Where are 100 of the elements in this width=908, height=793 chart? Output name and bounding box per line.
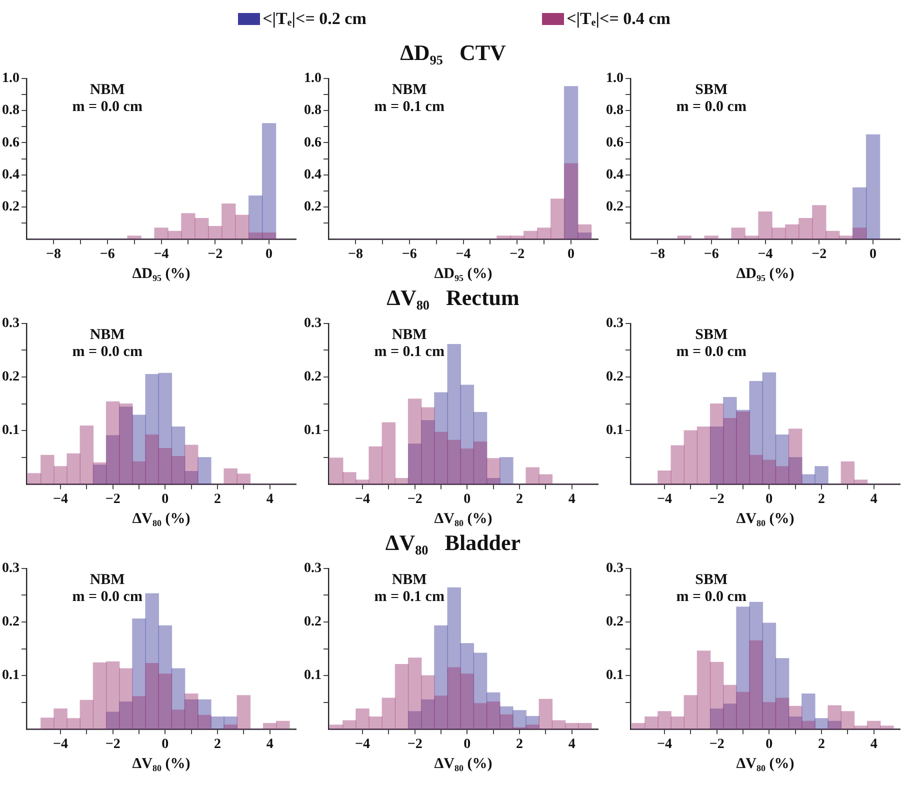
- y-tick-label: 0.6: [2, 135, 20, 150]
- x-tick-label: −4: [355, 492, 370, 508]
- y-tick-label: 0.2: [606, 614, 624, 630]
- x-tick-label: −2: [208, 247, 223, 262]
- x-axis-title: ΔV₈₀ (%): [434, 756, 492, 772]
- x-tick-label: 4: [266, 492, 274, 508]
- x-tick-label: 2: [818, 737, 826, 752]
- x-axis-title: ΔV₈₀ (%): [736, 756, 794, 772]
- annotation: NBM: [90, 572, 125, 588]
- x-tick-label: 4: [568, 492, 576, 508]
- y-tick-label: 0.2: [2, 370, 20, 385]
- annotation: NBM: [392, 326, 427, 343]
- annotation: m = 0.1 cm: [374, 588, 445, 605]
- x-tick-label: −4: [355, 737, 370, 752]
- x-tick-label: −4: [154, 247, 169, 262]
- x-tick-label: −6: [402, 247, 417, 262]
- y-tick-label: 0.1: [2, 423, 20, 438]
- x-tick-label: 2: [818, 492, 826, 508]
- x-axis-title: ΔV₈₀ (%): [434, 510, 492, 527]
- x-axis-title: ΔV₈₀ (%): [132, 510, 190, 527]
- x-tick-label: −8: [348, 247, 363, 262]
- y-tick-label: 0.1: [304, 668, 322, 684]
- annotation: NBM: [392, 82, 427, 98]
- x-tick-label: −2: [812, 247, 827, 262]
- x-tick-label: −8: [46, 247, 61, 262]
- x-tick-label: 0: [568, 247, 575, 262]
- x-tick-label: −8: [650, 247, 665, 262]
- x-tick-label: −2: [407, 492, 422, 508]
- x-tick-label: 0: [766, 492, 773, 508]
- x-axis-title: ΔD₉₅ (%): [434, 266, 492, 282]
- y-tick-label: 0.3: [304, 316, 322, 332]
- y-tick-label: 0.2: [2, 200, 20, 215]
- y-tick-label: 0.1: [304, 423, 322, 438]
- x-tick-label: 0: [870, 247, 877, 262]
- annotation: SBM: [695, 572, 728, 588]
- x-tick-label: −2: [105, 492, 120, 508]
- annotation: SBM: [695, 326, 728, 343]
- y-tick-label: 0.2: [2, 614, 20, 630]
- x-tick-label: −4: [758, 247, 773, 262]
- x-tick-label: −2: [709, 737, 724, 752]
- x-tick-label: −4: [657, 737, 672, 752]
- x-tick-label: 2: [214, 492, 222, 508]
- y-tick-label: 0.3: [606, 561, 624, 576]
- y-tick-label: 0.3: [2, 316, 20, 332]
- y-tick-label: 0.8: [304, 103, 322, 118]
- y-tick-label: 0.6: [606, 135, 624, 150]
- y-tick-label: 0.4: [606, 167, 624, 182]
- y-tick-label: 0.4: [304, 167, 322, 182]
- chart-title: ΔV₈₀ Rectum: [386, 284, 520, 312]
- x-tick-label: 0: [766, 737, 773, 752]
- x-tick-label: 4: [870, 492, 878, 508]
- x-axis-title: ΔD₉₅ (%): [132, 266, 190, 282]
- x-tick-label: 2: [214, 737, 222, 752]
- legend-label: <|Tₑ|<= 0.4 cm: [566, 9, 670, 29]
- y-tick-label: 1.0: [2, 71, 20, 86]
- x-tick-label: −2: [407, 737, 422, 752]
- y-tick-label: 0.2: [304, 200, 322, 215]
- annotation: m = 0.1 cm: [374, 344, 445, 360]
- x-tick-label: −2: [510, 247, 525, 262]
- y-tick-label: 0.2: [304, 614, 322, 630]
- annotation: m = 0.0 cm: [676, 344, 747, 360]
- x-tick-label: −4: [657, 492, 672, 508]
- x-tick-label: 4: [870, 737, 878, 752]
- chart-title: ΔD₉₅ CTV: [399, 39, 507, 67]
- y-tick-label: 0.1: [606, 668, 624, 684]
- y-tick-label: 0.1: [606, 423, 624, 438]
- x-tick-label: 0: [464, 492, 471, 508]
- x-axis-title: ΔD₉₅ (%): [736, 266, 794, 282]
- x-tick-label: 2: [516, 737, 524, 752]
- x-tick-label: 4: [568, 737, 576, 752]
- y-tick-label: 0.8: [606, 103, 624, 118]
- x-tick-label: 0: [162, 492, 169, 508]
- chart-title: ΔV₈₀ Bladder: [384, 529, 522, 557]
- y-tick-label: 0.3: [2, 561, 20, 576]
- annotation: SBM: [695, 82, 728, 98]
- annotation: m = 0.0 cm: [676, 98, 747, 115]
- x-tick-label: −2: [105, 737, 120, 752]
- y-tick-label: 1.0: [304, 71, 322, 86]
- x-tick-label: 2: [516, 492, 524, 508]
- annotation: m = 0.0 cm: [676, 588, 747, 605]
- y-tick-label: 0.2: [304, 370, 322, 385]
- y-tick-label: 0.6: [304, 135, 322, 150]
- y-tick-label: 0.3: [606, 316, 624, 332]
- y-tick-label: 0.2: [606, 200, 624, 215]
- y-tick-label: 1.0: [606, 71, 624, 86]
- y-tick-label: 0.4: [2, 167, 20, 182]
- x-tick-label: −6: [704, 247, 719, 262]
- x-tick-label: −4: [53, 737, 68, 752]
- y-tick-label: 0.1: [2, 668, 20, 684]
- annotation: NBM: [90, 326, 125, 343]
- x-tick-label: −4: [53, 492, 68, 508]
- y-tick-label: 0.3: [304, 561, 322, 576]
- annotation: NBM: [90, 82, 125, 98]
- annotation: m = 0.0 cm: [72, 98, 143, 115]
- x-tick-label: 0: [464, 737, 471, 752]
- legend-label: <|Tₑ|<= 0.2 cm: [262, 9, 366, 29]
- annotation: m = 0.0 cm: [72, 588, 143, 605]
- x-tick-label: −2: [709, 492, 724, 508]
- x-axis-title: ΔV₈₀ (%): [736, 510, 794, 527]
- y-tick-label: 0.2: [606, 370, 624, 385]
